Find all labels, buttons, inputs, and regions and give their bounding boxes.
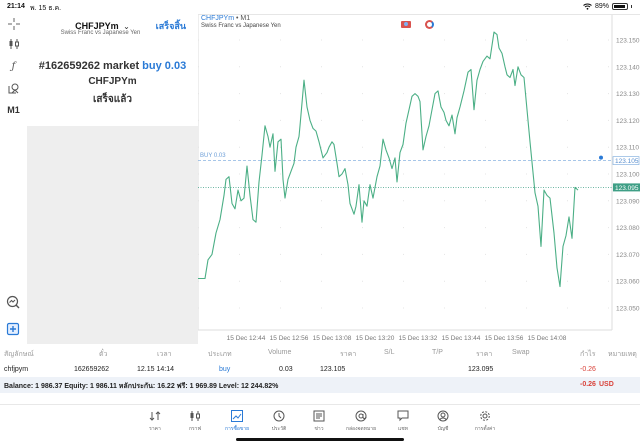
order-result-card: CHFJPYm ⌄ Swiss Franc vs Japanese Yen เส… [27,14,198,126]
x-axis-label: 15 Dec 13:20 [356,335,395,342]
chart-canvas[interactable]: 123.150 123.140 123.130 123.120 123.110 123.1… [198,14,640,344]
timeframe-button[interactable]: M1 [7,105,20,115]
row-type: buy [219,366,231,373]
tab-account[interactable]: บัญชี [423,409,463,433]
tab-chat[interactable]: แชท [383,409,423,433]
symbol-name[interactable]: CHFJPYm [75,21,119,31]
row-open-price: 123.105 [320,366,346,373]
y-axis-label: 123.140 [616,64,640,71]
y-axis-label: 123.130 [616,91,640,98]
status-bar: 21:14 พ. 15 ธ.ค. 89% [0,0,640,14]
row-symbol: chfjpym [4,366,29,373]
row-time: 12.15 14:14 [137,366,174,373]
chart-timeframe: M1 [240,15,251,22]
status-right: 89% [583,3,632,10]
order-side-panel: CHFJPYm ⌄ Swiss Franc vs Japanese Yen เส… [27,14,198,344]
symbol-description: Swiss Franc vs Japanese Yen [60,30,141,36]
buy-line-label: BUY 0.03 [200,153,226,159]
y-axis-label: 123.050 [616,306,640,313]
positions-table: สัญลักษณ์ ตั๋ว เวลา ประเภท Volume ราคา S… [0,344,640,404]
x-axis-label: 15 Dec 13:32 [399,335,438,342]
row-profit: -0.26 [580,366,596,373]
quotes-icon [135,409,175,423]
news-icon [299,409,339,423]
battery-icon [612,3,628,10]
y-axis-label: 123.080 [616,225,640,232]
chart-subtitle: Swiss Franc vs Japanese Yen [201,23,281,29]
row-current-price: 123.095 [468,366,494,373]
y-axis-label: 123.120 [616,118,640,125]
home-indicator [236,438,404,441]
x-axis-label: 15 Dec 13:08 [313,335,352,342]
x-axis-label: 15 Dec 12:44 [227,335,266,342]
price-line [198,31,579,288]
y-axis-label: 123.100 [616,172,640,179]
account-summary-bar: Balance: 1 986.37 Equity: 1 986.11 หลักป… [0,377,640,393]
price-chart[interactable]: 123.150 123.140 123.130 123.120 123.110 123.1… [198,14,640,344]
table-row[interactable]: chfjpym 162659262 12.15 14:14 buy 0.03 1… [0,364,640,377]
svg-text:123.105: 123.105 [615,158,639,165]
new-order-icon[interactable] [6,322,20,336]
tab-chart[interactable]: กราฟ [175,409,215,433]
order-ticket: #162659262 market [38,60,143,72]
x-axis-label: 15 Dec 13:44 [442,335,481,342]
account-icon [423,409,463,423]
tab-history[interactable]: ประวัติ [259,409,299,433]
history-icon [259,409,299,423]
y-axis-label: 123.150 [616,38,640,45]
x-axis-label: 15 Dec 14:08 [528,335,567,342]
trade-levels-icon[interactable] [401,21,411,28]
candlestick-icon[interactable] [0,34,27,54]
objects-icon[interactable] [0,78,27,98]
mailbox-icon [341,409,381,423]
total-profit: -0.26 [580,381,596,388]
order-side: buy 0.03 [142,60,187,72]
settings-icon [465,409,505,423]
order-symbol: CHFJPYm [88,76,137,87]
left-toolbar: ƒ M1 [0,14,27,344]
y-axis-label: 123.070 [616,252,640,259]
tab-mailbox[interactable]: กล่องจดหมาย [341,409,381,433]
x-axis-label: 15 Dec 13:56 [485,335,524,342]
status-time: 21:14 [7,3,25,10]
currency: USD [599,381,614,388]
one-click-trading-icon[interactable] [425,20,434,29]
svg-text:123.095: 123.095 [615,185,639,192]
chat-icon [383,409,423,423]
done-button[interactable]: เสร็จสิ้น [155,21,186,31]
order-summary: #162659262 market buy 0.03 [27,60,198,72]
table-header: สัญลักษณ์ ตั๋ว เวลา ประเภท Volume ราคา S… [4,349,637,358]
battery-percent: 89% [594,3,609,10]
x-axis-label: 15 Dec 12:56 [270,335,309,342]
symbol-selector[interactable]: CHFJPYm ⌄ [27,16,198,34]
function-icon[interactable]: ƒ [11,60,16,72]
y-axis-label: 123.110 [616,145,639,152]
tab-settings[interactable]: การตั้งค่า [465,409,505,433]
chart-icon [175,409,215,423]
chart-symbol: CHFJPYm [201,15,235,22]
row-volume: 0.03 [279,366,293,373]
y-axis-label: 123.060 [616,279,640,286]
crosshair-icon[interactable] [0,14,27,34]
y-axis-label: 123.090 [616,198,640,205]
trade-icon [217,409,257,423]
tab-quotes[interactable]: ราคา [135,409,175,433]
row-ticket: 162659262 [74,366,110,373]
chart-title: CHFJPYm • M1 [201,15,251,22]
chevron-down-icon[interactable]: ⌄ [123,22,130,31]
tab-news[interactable]: ข่าว [299,409,339,433]
account-summary: Balance: 1 986.37 Equity: 1 986.11 หลักป… [4,383,279,390]
wifi-icon [583,3,592,10]
chart-search-icon[interactable] [6,295,20,309]
status-date: พ. 15 ธ.ค. [30,5,62,12]
order-status: เสร็จแล้ว [93,94,132,105]
tab-trade[interactable]: การซื้อขาย [217,409,257,433]
